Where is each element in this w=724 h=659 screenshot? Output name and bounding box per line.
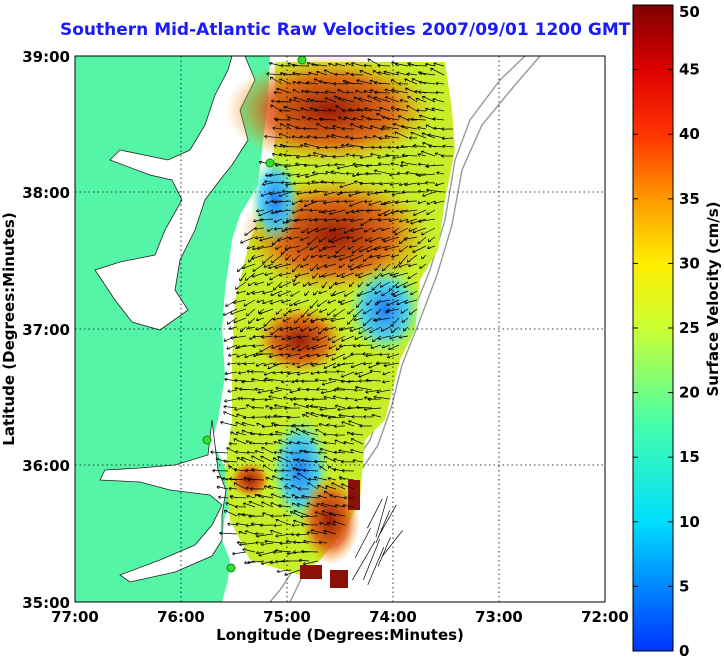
land-region	[75, 56, 270, 602]
map-plot-area	[75, 56, 605, 602]
x-tick-label: 76:00	[157, 608, 205, 626]
x-tick-label: 77:00	[51, 608, 99, 626]
colorbar-tick-label: 25	[679, 319, 700, 337]
velocity-vectors	[210, 58, 454, 586]
colorbar: 0 5 10 15 20 25 30 35 40 45 50 Surface Velocity (c…	[632, 3, 722, 659]
y-tick-label: 38:00	[22, 184, 70, 202]
y-tick-label: 37:00	[22, 321, 70, 339]
pamlico-sound	[99, 419, 227, 583]
colorbar-tick-label: 30	[679, 254, 700, 272]
station-marker	[226, 563, 236, 573]
y-tick-label: 36:00	[22, 457, 70, 475]
colorbar-tick-label: 50	[679, 3, 700, 21]
colorbar-tick-label: 35	[679, 190, 700, 208]
grid-lines	[75, 56, 605, 602]
x-tick-label: 72:00	[581, 608, 629, 626]
station-marker	[265, 158, 275, 168]
colorbar-tick-label: 40	[679, 125, 700, 143]
station-marker	[202, 435, 212, 445]
velocity-arrow-paths	[210, 58, 454, 586]
colorbar-tick-label: 5	[679, 577, 689, 595]
chesapeake-bay	[94, 56, 256, 331]
colorbar-tick-label: 10	[679, 513, 700, 531]
y-axis: 39:00 38:00 37:00 36:00 35:00 Latitude (…	[0, 48, 70, 612]
colorbar-gradient	[632, 4, 674, 652]
station-marker	[297, 56, 307, 65]
colorbar-tick-label: 20	[679, 384, 700, 402]
x-axis: 77:00 76:00 75:00 74:00 73:00 72:00 Long…	[51, 608, 629, 644]
colorbar-tick-label: 45	[679, 61, 700, 79]
x-tick-label: 74:00	[369, 608, 417, 626]
y-tick-label: 39:00	[22, 48, 70, 66]
colorbar-tick-label: 0	[679, 642, 689, 659]
y-tick-label: 35:00	[22, 594, 70, 612]
plot-frame	[74, 55, 606, 603]
map-title: Southern Mid-Atlantic Raw Velocities 200…	[60, 20, 631, 40]
y-axis-label: Latitude (Degrees:Minutes)	[0, 212, 18, 445]
x-axis-label: Longitude (Degrees:Minutes)	[216, 626, 464, 644]
colorbar-tick-label: 15	[679, 448, 700, 466]
x-tick-label: 75:00	[263, 608, 311, 626]
colorbar-label: Surface Velocity (cm/s)	[704, 201, 722, 396]
x-tick-label: 73:00	[475, 608, 523, 626]
